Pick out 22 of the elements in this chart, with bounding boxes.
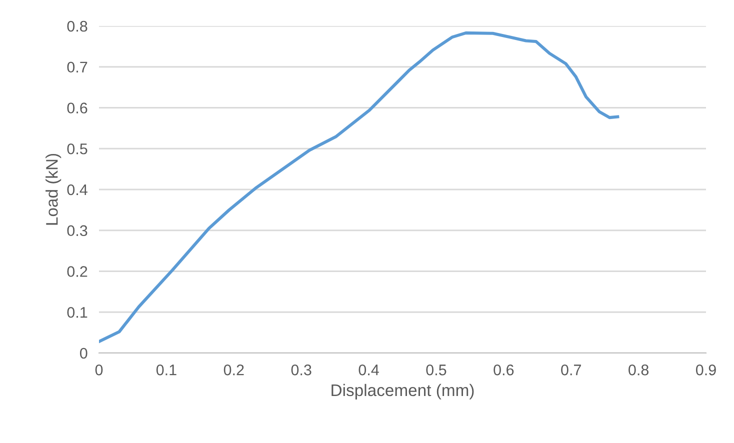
x-tick-label: 0.7 — [561, 364, 581, 376]
y-tick-label: 0.7 — [67, 62, 88, 73]
x-tick-label: 0.1 — [156, 364, 176, 376]
y-tick-label: 0.8 — [67, 20, 88, 32]
y-tick-label: 0.6 — [67, 102, 88, 114]
y-tick-label: 0.2 — [67, 266, 88, 277]
y-tick-label: 0.1 — [67, 306, 88, 318]
x-tick-label: 0.8 — [628, 364, 649, 376]
x-tick-label: 0.6 — [494, 364, 514, 376]
x-tick-label: 0.5 — [426, 364, 446, 376]
x-tick-label: 0.9 — [696, 364, 716, 376]
y-tick-label: 0.3 — [67, 225, 88, 236]
x-tick-label: 0.4 — [358, 364, 379, 376]
y-tick-label: 0.4 — [67, 184, 88, 196]
x-tick-label: 0.2 — [224, 364, 244, 376]
y-tick-label: 0.5 — [67, 143, 88, 154]
x-tick-label: 0 — [95, 364, 103, 376]
x-axis-title: Displacement (mm) — [332, 384, 474, 400]
x-tick-label: 0.3 — [291, 364, 312, 376]
y-tick-label: 0 — [80, 348, 88, 359]
line-series — [99, 31, 620, 344]
y-axis-title: Load (kN) — [46, 154, 62, 225]
